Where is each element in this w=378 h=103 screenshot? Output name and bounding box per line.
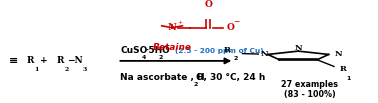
Text: +: + bbox=[40, 56, 48, 65]
Text: R: R bbox=[224, 46, 231, 54]
Text: 1: 1 bbox=[346, 75, 351, 81]
Text: R: R bbox=[26, 56, 34, 65]
Text: 4: 4 bbox=[142, 55, 146, 60]
Text: O: O bbox=[161, 46, 169, 55]
Text: O: O bbox=[227, 23, 234, 32]
Text: +: + bbox=[177, 20, 183, 25]
Text: 2: 2 bbox=[65, 67, 69, 72]
Text: 1: 1 bbox=[35, 67, 39, 72]
Text: N: N bbox=[334, 50, 342, 58]
Text: 2: 2 bbox=[158, 55, 163, 60]
Text: R: R bbox=[56, 56, 64, 65]
Text: (83 - 100%): (83 - 100%) bbox=[284, 90, 335, 99]
Text: R: R bbox=[339, 65, 346, 73]
Text: 2: 2 bbox=[234, 56, 238, 61]
Text: −: − bbox=[234, 17, 240, 26]
Text: N: N bbox=[260, 50, 268, 58]
Text: 27 examples: 27 examples bbox=[281, 80, 338, 89]
Text: O, 30 °C, 24 h: O, 30 °C, 24 h bbox=[196, 73, 265, 82]
Text: Betaine: Betaine bbox=[153, 43, 192, 52]
Text: 3: 3 bbox=[83, 67, 87, 72]
Text: N: N bbox=[167, 23, 177, 32]
Text: Na ascorbate , H: Na ascorbate , H bbox=[121, 73, 205, 82]
Text: 2: 2 bbox=[193, 82, 198, 87]
Text: ·5H: ·5H bbox=[145, 46, 162, 55]
Text: O: O bbox=[204, 0, 212, 9]
Text: ≡: ≡ bbox=[9, 55, 19, 66]
Text: CuSO: CuSO bbox=[121, 46, 148, 55]
Text: (2.5 - 200 ppm of Cu): (2.5 - 200 ppm of Cu) bbox=[175, 48, 264, 54]
Text: N: N bbox=[294, 44, 302, 52]
Text: −N: −N bbox=[67, 56, 83, 65]
